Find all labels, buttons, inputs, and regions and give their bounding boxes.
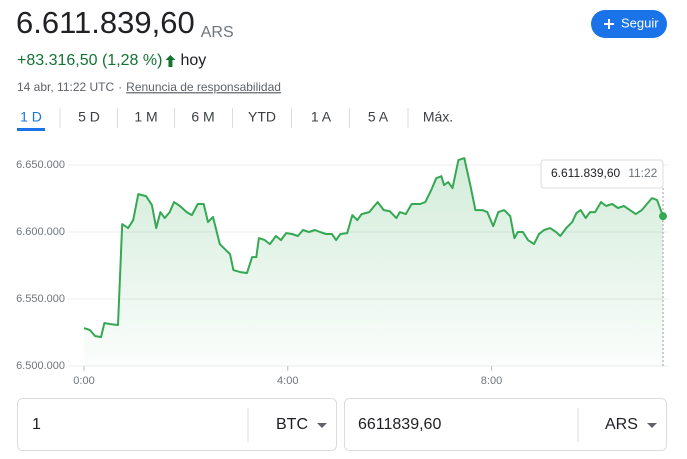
time-range-tab[interactable]: 1 D bbox=[20, 109, 42, 125]
from-currency[interactable]: BTC bbox=[276, 416, 308, 433]
tooltip-value: 6.611.839,60 bbox=[551, 166, 621, 180]
price-line bbox=[83, 157, 664, 339]
separator: · bbox=[118, 80, 122, 94]
area-fill bbox=[84, 158, 663, 366]
x-tick-label: 4:00 bbox=[277, 375, 298, 387]
time-range-tab[interactable]: YTD bbox=[248, 109, 276, 125]
tab-underline bbox=[17, 128, 45, 131]
time-range-tab[interactable]: 1 A bbox=[311, 109, 332, 125]
dropdown-caret bbox=[647, 423, 657, 428]
y-tick-label: 6.650.000 bbox=[16, 159, 65, 171]
y-tick-label: 6.500.000 bbox=[16, 360, 65, 372]
time-range-tab[interactable]: 5 A bbox=[368, 109, 389, 125]
to-amount[interactable]: 6611839,60 bbox=[358, 416, 441, 433]
follow-button[interactable]: Seguir bbox=[591, 10, 667, 38]
last-point bbox=[659, 212, 667, 221]
y-tick-label: 6.600.000 bbox=[16, 226, 65, 238]
tooltip-time: 11:22 bbox=[628, 166, 657, 180]
to-currency[interactable]: ARS bbox=[605, 416, 638, 433]
x-tick-label: 8:00 bbox=[481, 375, 502, 387]
follow-label[interactable]: Seguir bbox=[621, 15, 659, 30]
currency: ARS bbox=[201, 24, 234, 41]
from-box[interactable] bbox=[17, 398, 337, 451]
time-range-tab[interactable]: 5 D bbox=[78, 109, 100, 125]
y-tick-label: 6.550.000 bbox=[16, 293, 65, 305]
tooltip: 6.611.839,60 11:22 bbox=[540, 159, 664, 189]
change: +83.316,50 (1,28 %) bbox=[17, 52, 162, 69]
period: hoy bbox=[180, 52, 206, 69]
to-box[interactable] bbox=[344, 398, 667, 451]
converter: 1 BTC 6611839,60 ARS bbox=[17, 398, 667, 451]
tooltip-box bbox=[540, 159, 664, 189]
time-range-tab[interactable]: 1 M bbox=[134, 109, 157, 125]
x-tick-label: 0:00 bbox=[73, 375, 94, 387]
from-amount[interactable]: 1 bbox=[32, 416, 41, 433]
time-range-tab[interactable]: Máx. bbox=[423, 109, 453, 125]
up-arrow bbox=[165, 55, 176, 67]
disclaimer-link[interactable]: Renuncia de responsabilidad bbox=[126, 80, 281, 94]
price: 6.611.839,60 bbox=[16, 5, 195, 40]
time-range-tab[interactable]: 6 M bbox=[191, 109, 214, 125]
dropdown-caret bbox=[317, 423, 327, 428]
timestamp: 14 abr, 11:22 UTC bbox=[17, 80, 115, 94]
